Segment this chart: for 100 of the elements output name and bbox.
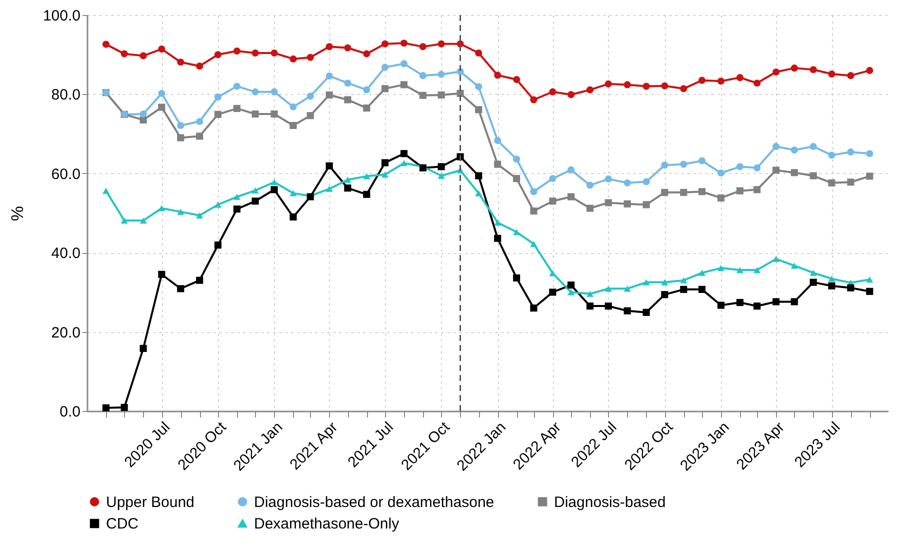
point [717,78,724,85]
point [661,188,668,196]
point [494,72,502,79]
point [140,116,147,124]
point [624,286,631,292]
point [140,52,147,60]
point [530,207,538,215]
point [790,146,798,154]
point [270,49,278,57]
point [530,96,538,104]
point [140,344,147,352]
point [290,103,297,110]
point [530,240,538,247]
point [290,213,297,220]
point [604,302,612,310]
point [381,159,389,166]
point [381,172,389,178]
point [381,40,389,48]
point [754,164,761,172]
point [438,40,445,48]
point [736,298,744,306]
point [363,50,370,58]
point [306,92,314,100]
legend-label: Diagnosis-based [554,494,666,511]
point [736,74,744,82]
point [326,91,333,99]
point [290,122,297,130]
point [810,142,817,150]
point [828,282,836,290]
point [419,43,426,50]
point [661,162,668,169]
point [438,172,445,179]
point [754,186,761,194]
point [698,157,706,164]
point [567,289,575,296]
point [252,88,259,96]
point [790,169,798,176]
point [736,187,744,194]
point [790,64,798,72]
point [363,190,370,198]
point [717,302,724,309]
point [717,264,724,272]
point [475,172,482,180]
y-tick-label: 0.0 [60,404,80,420]
point [530,304,538,312]
point [214,202,222,208]
point [642,201,650,208]
point [866,288,874,295]
point [549,288,556,296]
point [810,278,817,286]
point [196,212,204,218]
point [661,82,668,90]
point [196,276,204,284]
point [438,70,445,78]
point [475,83,482,90]
point [120,50,128,58]
point [790,262,798,269]
point [290,190,297,196]
point [344,96,352,104]
point [642,178,650,186]
point [400,60,408,68]
point [624,81,631,88]
point [754,266,761,274]
point [549,175,556,182]
point [214,51,222,58]
point [866,66,874,74]
point [680,286,688,293]
point [475,49,482,57]
point [828,70,836,78]
point [494,219,502,226]
point [604,80,612,88]
point [400,40,408,47]
point [698,188,706,196]
point [772,298,780,306]
point [233,48,240,55]
point [270,88,278,96]
y-axis-title: % [8,206,27,222]
point [326,43,333,50]
point [438,91,445,99]
point [270,179,278,186]
point [233,206,240,213]
point [252,187,259,194]
y-tick-label: 40.0 [51,245,80,262]
point [214,110,222,118]
point [680,277,688,284]
point [513,175,520,182]
point [252,110,259,118]
point [214,242,222,249]
point [717,194,724,202]
point [158,46,166,53]
point [549,88,556,96]
point [567,193,575,200]
point [196,132,204,140]
point [177,285,184,292]
point [363,86,370,94]
point [102,188,110,194]
point [326,72,333,80]
point [475,106,482,114]
legend-label: Dexamethasone-Only [254,516,400,532]
legend-label: Diagnosis-based or dexamethasone [254,494,494,511]
